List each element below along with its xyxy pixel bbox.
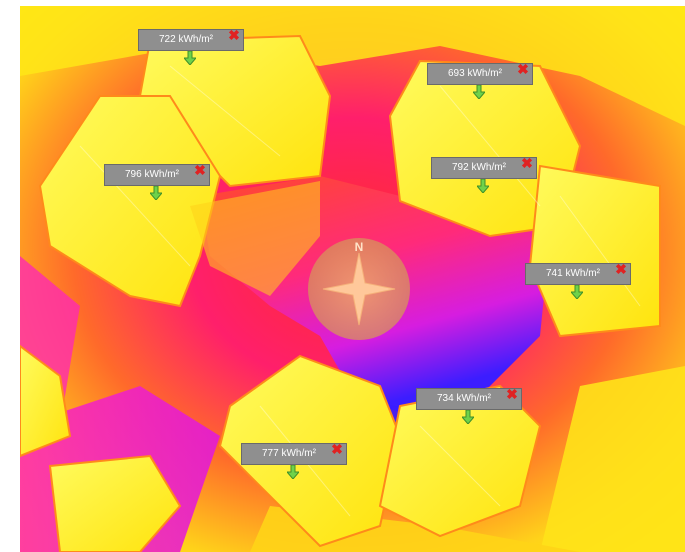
irradiance-label: 796 kWh/m² ✖ [104, 162, 210, 186]
irradiance-value: 693 kWh/m² [448, 68, 502, 79]
irradiance-label: 693 kWh/m² ✖ [427, 61, 533, 85]
close-icon[interactable]: ✖ [506, 386, 518, 402]
close-icon[interactable]: ✖ [194, 162, 206, 178]
compass-rose[interactable]: N [307, 237, 411, 341]
close-icon[interactable]: ✖ [331, 441, 343, 457]
irradiance-value: 722 kWh/m² [159, 34, 213, 45]
irradiance-value: 734 kWh/m² [437, 393, 491, 404]
close-icon[interactable]: ✖ [615, 261, 627, 277]
arrow-down-icon [150, 186, 162, 200]
arrow-down-icon [477, 179, 489, 193]
irradiance-label: 777 kWh/m² ✖ [241, 441, 347, 465]
close-icon[interactable]: ✖ [521, 155, 533, 171]
irradiance-marker[interactable]: 741 kWh/m² ✖ [525, 261, 631, 299]
irradiance-label: 734 kWh/m² ✖ [416, 386, 522, 410]
arrow-down-icon [571, 285, 583, 299]
arrow-down-icon [473, 85, 485, 99]
irradiance-value: 777 kWh/m² [262, 448, 316, 459]
arrow-down-icon [287, 465, 299, 479]
irradiance-label: 722 kWh/m² ✖ [138, 27, 244, 51]
irradiance-value: 796 kWh/m² [125, 169, 179, 180]
irradiance-value: 792 kWh/m² [452, 162, 506, 173]
irradiance-marker[interactable]: 734 kWh/m² ✖ [416, 386, 522, 424]
solar-map-viewport[interactable]: 722 kWh/m² ✖ 693 kWh/m² ✖ 796 kWh/m² ✖ 7… [20, 6, 685, 552]
irradiance-label: 741 kWh/m² ✖ [525, 261, 631, 285]
irradiance-marker[interactable]: 796 kWh/m² ✖ [104, 162, 210, 200]
compass-north-label: N [355, 240, 364, 254]
irradiance-marker[interactable]: 693 kWh/m² ✖ [427, 61, 533, 99]
irradiance-value: 741 kWh/m² [546, 268, 600, 279]
irradiance-label: 792 kWh/m² ✖ [431, 155, 537, 179]
arrow-down-icon [462, 410, 474, 424]
compass-star-icon [322, 252, 396, 326]
irradiance-marker[interactable]: 792 kWh/m² ✖ [431, 155, 537, 193]
irradiance-marker[interactable]: 777 kWh/m² ✖ [241, 441, 347, 479]
arrow-down-icon [184, 51, 196, 65]
close-icon[interactable]: ✖ [228, 27, 240, 43]
irradiance-marker[interactable]: 722 kWh/m² ✖ [138, 27, 244, 65]
close-icon[interactable]: ✖ [517, 61, 529, 77]
